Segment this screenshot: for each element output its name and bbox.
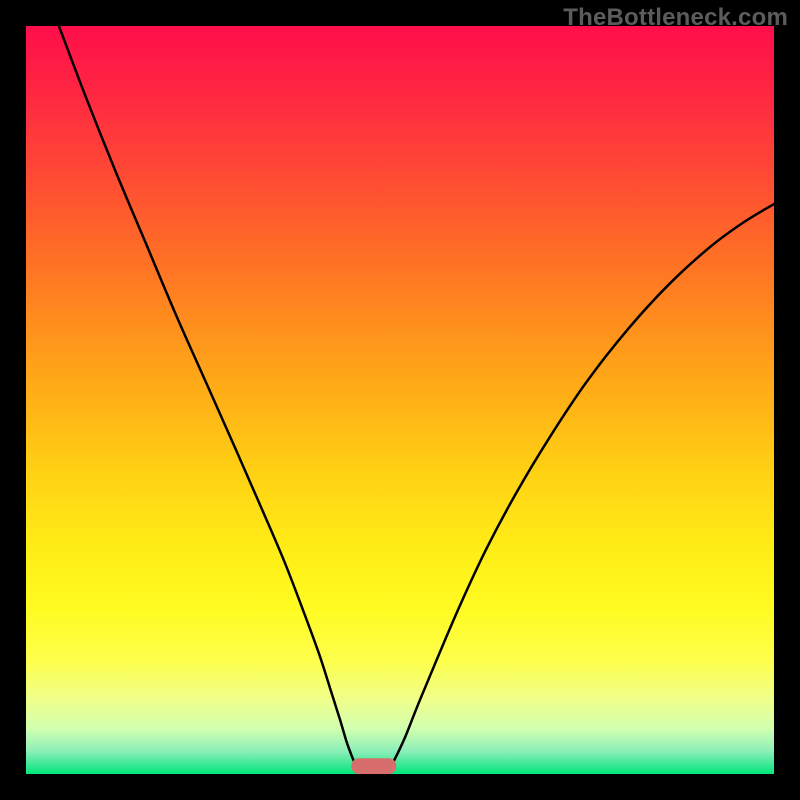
bottleneck-chart <box>0 0 800 800</box>
bottleneck-marker <box>351 758 396 774</box>
watermark-text: TheBottleneck.com <box>563 4 788 32</box>
figure-container: TheBottleneck.com <box>0 0 800 800</box>
plot-background <box>26 26 774 774</box>
